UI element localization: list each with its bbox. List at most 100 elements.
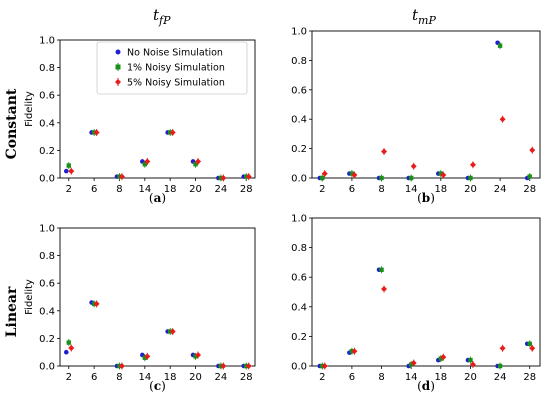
point-5pct (529, 345, 536, 352)
ytick-label: 0.4 (291, 302, 307, 313)
panel-d: 0.0 0.2 0.4 0.6 0.8 1.0 2 6 8 14 18 20 24 28 (d) (291, 214, 541, 393)
xtick-label: 14 (138, 184, 151, 195)
ytick-label: 1.0 (39, 224, 55, 235)
point-1pct (142, 162, 148, 167)
point-5pct (469, 361, 476, 368)
point-1pct (320, 175, 325, 181)
xtick-label: 8 (378, 372, 384, 383)
xtick-label: 18 (164, 184, 177, 195)
point-1pct (379, 175, 384, 181)
caption-d: (d) (417, 379, 435, 393)
xtick-label: 20 (189, 184, 202, 195)
ylabel-a: Fidelity (24, 91, 35, 127)
ytick-label: 0.8 (291, 56, 307, 67)
point-1pct (193, 162, 198, 167)
xtick-label: 20 (189, 372, 202, 383)
plot-frame-b (311, 30, 541, 179)
xtick-label: 28 (240, 184, 253, 195)
point-1pct (438, 356, 444, 361)
point-5pct (220, 363, 227, 369)
point-5pct (245, 173, 252, 180)
point-1pct (527, 174, 532, 179)
point-5pct (144, 158, 151, 165)
xtick-label: 14 (405, 184, 418, 195)
point-1pct (66, 340, 71, 345)
ytick-label: 1.0 (291, 214, 307, 225)
point-5pct (68, 345, 75, 352)
ytick-label: 1.0 (291, 27, 307, 38)
caption-a: (a) (149, 191, 166, 205)
row-label-linear: Linear (4, 286, 20, 337)
point-no-noise (63, 349, 69, 355)
xtick-label: 18 (164, 372, 177, 383)
point-5pct (321, 363, 328, 369)
ytick-label: 0.6 (291, 273, 307, 284)
row-label-constant: Constant (4, 88, 20, 159)
xtick-label: 20 (464, 372, 477, 383)
ylabel-c: Fidelity (24, 279, 35, 315)
xtick-label: 24 (215, 184, 228, 195)
xtick-label: 28 (240, 372, 253, 383)
xtick-label: 8 (116, 372, 122, 383)
ytick-label: 0.2 (291, 144, 307, 155)
point-5pct (440, 172, 447, 179)
xtick-label: 6 (349, 184, 355, 195)
point-5pct (118, 363, 125, 369)
point-5pct (195, 158, 202, 165)
xtick-label: 6 (349, 372, 355, 383)
legend: No Noise Simulation 1% Noisy Simulation … (96, 41, 248, 95)
ytick-label: 0.2 (39, 146, 55, 157)
xtick-label: 2 (319, 372, 325, 383)
xtick-label: 14 (405, 372, 418, 383)
point-5pct (144, 353, 151, 360)
point-1pct (66, 163, 71, 168)
point-5pct (93, 300, 100, 307)
column-title-left: tfP (153, 6, 171, 27)
panel-c: 0.0 0.2 0.4 0.6 0.8 1.0 2 6 8 14 18 20 24 28 Fidelity (… (24, 224, 256, 393)
point-1pct (527, 341, 532, 346)
legend-marker-5pct (115, 79, 121, 85)
legend-label-1pct: 1% Noisy Simulation (127, 63, 225, 74)
xtick-label: 2 (66, 184, 72, 195)
point-1pct (468, 175, 473, 181)
ytick-label: 0.2 (291, 332, 307, 343)
point-5pct (220, 175, 227, 181)
ytick-label: 0.0 (291, 174, 307, 185)
ytick-label: 0.8 (291, 243, 307, 254)
panel-b: 0.0 0.2 0.4 0.6 0.8 1.0 2 6 8 14 18 20 24 28 (b) (291, 27, 541, 205)
plot-frame-a (59, 39, 256, 179)
plot-frame-d (311, 217, 541, 367)
point-5pct (410, 360, 417, 367)
point-5pct (529, 147, 536, 154)
xtick-label: 8 (378, 184, 384, 195)
xtick-label: 2 (319, 184, 325, 195)
xtick-label: 18 (434, 372, 447, 383)
ytick-label: 0.0 (39, 174, 55, 185)
ytick-label: 0.8 (39, 63, 55, 74)
xtick-label: 14 (138, 372, 151, 383)
point-5pct (169, 129, 176, 136)
legend-label-5pct: 5% Noisy Simulation (127, 78, 225, 89)
xtick-label: 20 (464, 184, 477, 195)
xtick-label: 28 (523, 184, 536, 195)
xtick-label: 24 (494, 184, 507, 195)
point-1pct (193, 354, 198, 359)
xtick-label: 24 (215, 372, 228, 383)
point-5pct (499, 116, 506, 123)
point-5pct (169, 328, 176, 335)
xtick-label: 2 (66, 372, 72, 383)
xtick-label: 24 (494, 372, 507, 383)
point-1pct (408, 362, 414, 367)
point-5pct (195, 351, 202, 358)
ytick-label: 0.4 (39, 118, 55, 129)
point-5pct (351, 172, 358, 179)
point-5pct (118, 173, 125, 180)
caption-c: (c) (149, 379, 166, 393)
column-title-right: tmP (412, 6, 436, 27)
point-5pct (321, 170, 328, 177)
point-5pct (410, 163, 417, 170)
legend-label-no-noise: No Noise Simulation (127, 48, 223, 59)
xtick-label: 28 (523, 372, 536, 383)
point-1pct (142, 355, 148, 360)
